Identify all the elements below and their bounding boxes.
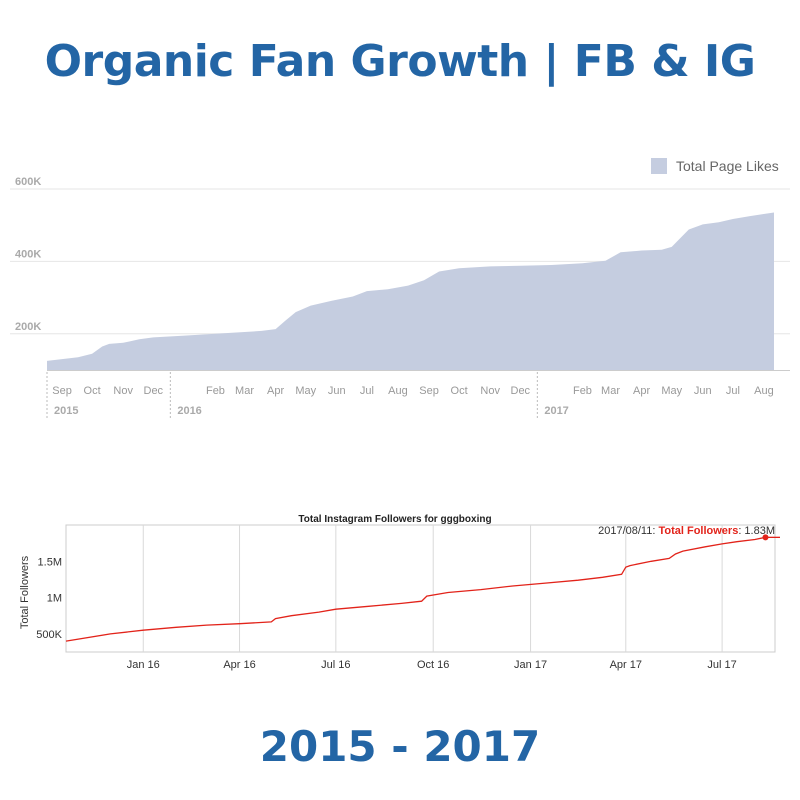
- x-tick-label: Jun: [328, 385, 346, 397]
- y-tick-label: 400K: [15, 248, 41, 260]
- x-tick-label: Nov: [480, 385, 500, 397]
- latest-value-tooltip: 2017/08/11: Total Followers: 1.83M: [598, 525, 775, 537]
- x-tick-label: May: [295, 385, 316, 397]
- tooltip-date: 2017/08/11:: [598, 525, 658, 537]
- x-tick-label: Jul: [360, 385, 374, 397]
- legend-swatch: [651, 158, 667, 174]
- x-tick-label: Oct 16: [417, 659, 449, 671]
- x-tick-label: Apr 17: [610, 659, 642, 671]
- x-tick-label: Oct: [451, 385, 468, 397]
- x-tick-label: Aug: [754, 385, 774, 397]
- y-tick-label: 600K: [15, 176, 41, 188]
- x-tick-label: Jan 17: [514, 659, 547, 671]
- chart-title: Total Instagram Followers for gggboxing: [298, 514, 491, 525]
- date-range-label: 2015 - 2017: [259, 722, 541, 771]
- facebook-page-likes-chart: Total Page Likes 200K 400K 600K Sep Oct Nov Dec…: [10, 158, 790, 420]
- x-tick-label: Mar: [235, 385, 254, 397]
- page-likes-area: [47, 212, 774, 370]
- x-tick-label: Dec: [511, 385, 531, 397]
- x-tick-label: Jul 17: [707, 659, 736, 671]
- instagram-followers-chart: Total Instagram Followers for gggboxing J…: [19, 514, 780, 671]
- year-label: 2015: [54, 405, 78, 417]
- x-tick-label: Apr: [633, 385, 650, 397]
- latest-point-marker: [762, 534, 769, 541]
- page-title: Organic Fan Growth | FB & IG: [44, 36, 756, 87]
- x-tick-label: Apr: [267, 385, 284, 397]
- plot-frame: [65, 524, 776, 653]
- x-tick-label: Feb: [206, 385, 225, 397]
- y-tick-label: 200K: [15, 321, 41, 333]
- tooltip-series-label: Total Followers: [658, 525, 738, 537]
- y-tick-label: 1M: [47, 593, 62, 605]
- legend-label: Total Page Likes: [676, 158, 779, 174]
- chart-legend: Total Page Likes: [651, 158, 779, 174]
- y-axis-title: Total Followers: [19, 555, 31, 629]
- tooltip-value: : 1.83M: [738, 525, 775, 537]
- x-tick-label: Aug: [388, 385, 408, 397]
- x-tick-label: Sep: [52, 385, 72, 397]
- x-tick-label: Dec: [144, 385, 164, 397]
- x-tick-label: Nov: [113, 385, 133, 397]
- x-tick-label: Jul: [726, 385, 740, 397]
- x-tick-label: May: [661, 385, 682, 397]
- y-tick-label: 500K: [36, 629, 62, 641]
- x-tick-label: Oct: [84, 385, 101, 397]
- x-tick-label: Apr 16: [223, 659, 255, 671]
- year-label: 2017: [544, 405, 568, 417]
- followers-line: [65, 536, 766, 642]
- year-label: 2016: [177, 405, 201, 417]
- x-tick-label: Mar: [601, 385, 620, 397]
- x-tick-label: Feb: [573, 385, 592, 397]
- x-tick-label: Jan 16: [127, 659, 160, 671]
- y-tick-label: 1.5M: [38, 556, 62, 568]
- x-tick-label: Jul 16: [321, 659, 350, 671]
- x-tick-label: Sep: [419, 385, 439, 397]
- x-tick-label: Jun: [694, 385, 712, 397]
